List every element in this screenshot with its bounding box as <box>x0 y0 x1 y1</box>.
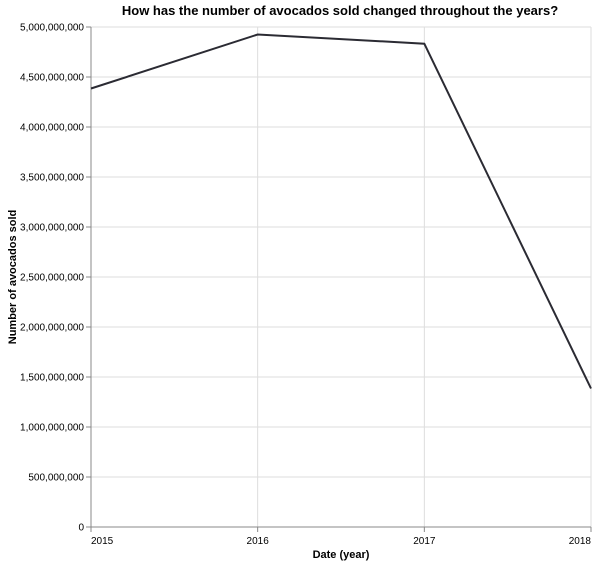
y-tick-label: 1,000,000,000 <box>20 423 84 434</box>
y-axis-title: Number of avocados sold <box>7 210 19 344</box>
y-tick-label: 4,500,000,000 <box>20 73 84 84</box>
y-tick-label: 3,500,000,000 <box>20 173 84 184</box>
x-axis-title: Date (year) <box>313 549 370 561</box>
y-tick-label: 2,000,000,000 <box>20 323 84 334</box>
y-tick-label: 3,000,000,000 <box>20 223 84 234</box>
y-tick-label: 1,500,000,000 <box>20 373 84 384</box>
x-axis-ticks: 2015 2016 2017 2018 <box>90 527 592 547</box>
y-axis-ticks: 0 500,000,000 1,000,000,000 1,500,000,000 2,… <box>20 23 91 534</box>
y-tick-label: 0 <box>78 523 84 534</box>
y-gridlines <box>91 26 591 528</box>
y-tick-label: 4,000,000,000 <box>20 123 84 134</box>
y-tick-label: 5,000,000,000 <box>20 23 84 34</box>
y-tick-label: 2,500,000,000 <box>20 273 84 284</box>
x-tick-label: 2017 <box>413 536 436 547</box>
x-tick-label: 2016 <box>247 536 270 547</box>
data-points <box>90 34 592 389</box>
x-tick-label: 2015 <box>91 536 114 547</box>
y-tick-label: 500,000,000 <box>28 473 84 484</box>
series-line <box>90 33 592 389</box>
chart-title: How has the number of avocados sold chan… <box>122 3 558 18</box>
x-tick-label: 2018 <box>569 536 592 547</box>
